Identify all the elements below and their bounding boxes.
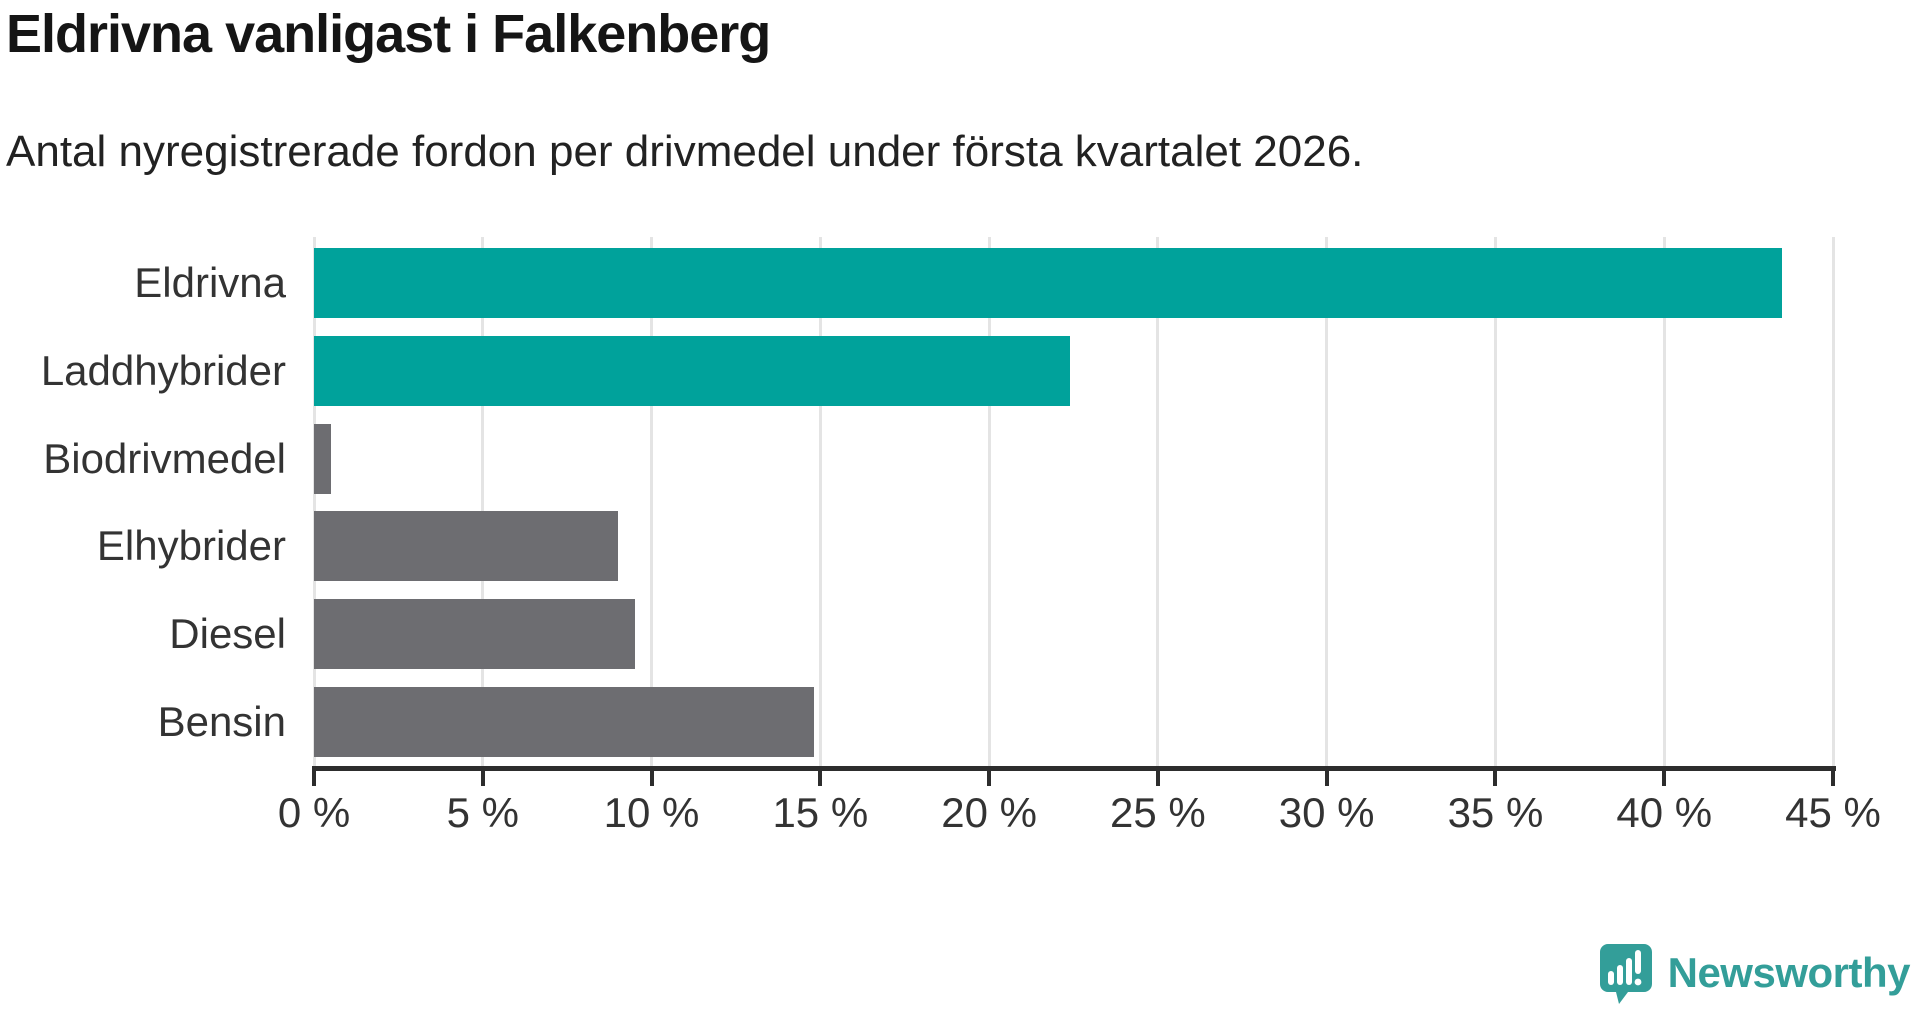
axis-tick bbox=[1155, 766, 1160, 786]
bar-eldrivna bbox=[314, 248, 1783, 318]
axis-tick-label: 30 % bbox=[1278, 789, 1375, 836]
axis-tick bbox=[312, 766, 316, 786]
axis-tick bbox=[1324, 766, 1329, 786]
gridline bbox=[1662, 237, 1666, 768]
category-label-eldrivna: Eldrivna bbox=[134, 259, 286, 306]
gridline bbox=[1156, 237, 1160, 768]
gridline bbox=[1325, 237, 1329, 768]
axis-tick-label: 20 % bbox=[941, 789, 1037, 836]
gridline bbox=[312, 237, 316, 768]
gridline bbox=[1831, 237, 1835, 768]
category-label-laddhybrider: Laddhybrider bbox=[40, 346, 286, 394]
plot-area bbox=[312, 237, 1835, 768]
axis-tick-label: 0 % bbox=[277, 789, 351, 836]
axis-tick bbox=[649, 766, 654, 786]
category-label-diesel: Diesel bbox=[169, 610, 286, 658]
newsworthy-logo-icon bbox=[1598, 942, 1654, 1004]
axis-tick bbox=[987, 766, 992, 786]
category-label-bensin: Bensin bbox=[157, 698, 286, 745]
x-axis-line bbox=[312, 766, 1836, 771]
bar-elhybrider bbox=[314, 511, 618, 582]
category-label-biodrivmedel: Biodrivmedel bbox=[43, 434, 286, 482]
gridline bbox=[481, 237, 485, 768]
newsworthy-logo-text: Newsworthy bbox=[1667, 949, 1911, 996]
bar-diesel bbox=[314, 599, 635, 670]
category-label-elhybrider: Elhybrider bbox=[96, 522, 286, 570]
axis-tick bbox=[1662, 766, 1667, 786]
axis-tick-label: 10 % bbox=[603, 789, 700, 836]
gridline bbox=[987, 237, 991, 768]
chart-title: Eldrivna vanligast i Falkenberg bbox=[6, 4, 771, 64]
gridline bbox=[650, 237, 654, 768]
axis-tick bbox=[1493, 766, 1498, 786]
x-axis-ticks: 0 % 5 % 10 % 15 % 20 % 25 % 30 % 35 % 40 % 45 % bbox=[278, 766, 1881, 836]
bar-biodrivmedel bbox=[314, 423, 331, 494]
axis-tick-label: 5 % bbox=[446, 789, 519, 836]
axis-tick-label: 25 % bbox=[1110, 789, 1206, 836]
axis-tick bbox=[1831, 766, 1835, 786]
bar-bensin bbox=[314, 687, 814, 757]
chart-subtitle: Antal nyregistrerade fordon per drivmede… bbox=[6, 127, 1364, 176]
category-labels: Eldrivna Laddhybrider Biodrivmedel Elhybrid… bbox=[0, 237, 300, 768]
newsworthy-logo[interactable]: Newsworthy bbox=[1598, 942, 1911, 1004]
gridline bbox=[1493, 237, 1497, 768]
axis-tick-label: 15 % bbox=[772, 789, 869, 836]
axis-tick-label: 40 % bbox=[1616, 789, 1713, 836]
axis-tick-label: 45 % bbox=[1785, 789, 1881, 836]
axis-tick bbox=[818, 766, 823, 786]
axis-tick-label: 35 % bbox=[1447, 789, 1544, 836]
gridline bbox=[818, 237, 822, 768]
axis-tick bbox=[480, 766, 485, 786]
bar-laddhybrider bbox=[314, 335, 1071, 406]
